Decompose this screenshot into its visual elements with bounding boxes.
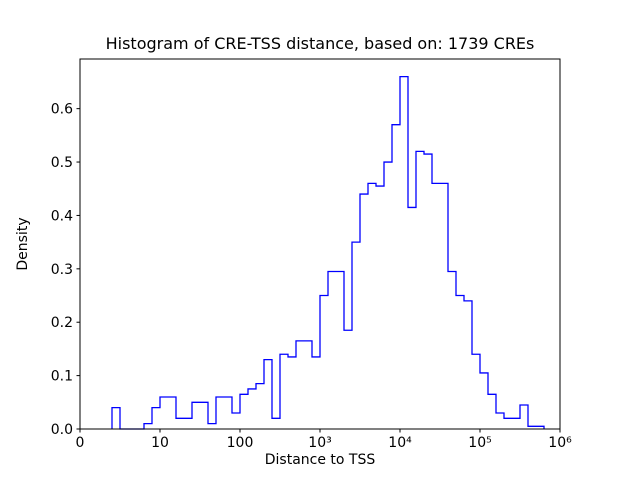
x-tick-label: 100 — [227, 435, 254, 451]
y-tick-label: 0.3 — [51, 262, 73, 278]
x-tick-label: 10 — [151, 435, 169, 451]
y-tick-label: 0.4 — [51, 208, 73, 224]
y-tick-label: 0.6 — [51, 102, 73, 118]
chart-title: Histogram of CRE-TSS distance, based on:… — [106, 34, 535, 53]
x-tick-label: 10³ — [308, 435, 331, 451]
y-tick-label: 0.1 — [51, 369, 73, 385]
chart-generated-content: 0 10 100 10³ 10⁴ 10⁵ 10⁶ 0.0 0.1 0.2 0.3 0.4 0.5 0.6 — [51, 75, 572, 451]
x-axis-label: Distance to TSS — [265, 452, 376, 468]
x-tick-label: 10⁴ — [388, 435, 412, 451]
axes-frame — [79, 58, 561, 430]
x-tick-label: 10⁶ — [548, 435, 572, 451]
x-tick-label: 0 — [76, 435, 85, 451]
y-tick-label: 0.5 — [51, 155, 73, 171]
y-tick-label: 0.0 — [51, 422, 73, 438]
x-tick-label: 10⁵ — [468, 435, 491, 451]
y-tick-label: 0.2 — [51, 315, 73, 331]
histogram-step-line — [111, 75, 545, 430]
y-axis-label: Density — [15, 217, 31, 270]
